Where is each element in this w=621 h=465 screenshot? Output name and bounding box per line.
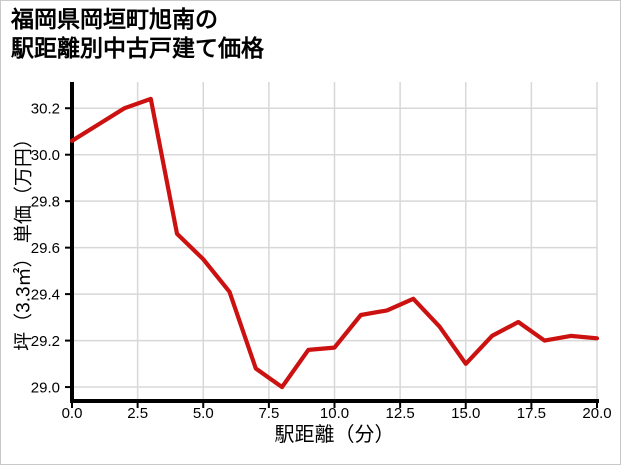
chart-title-line2: 駅距離別中古戸建て価格 (11, 35, 264, 61)
y-tick-label: 30.0 (31, 147, 60, 164)
x-tick-label: 10.0 (320, 405, 349, 422)
y-axis-label: 坪（3.3㎡） 単価（万円） (13, 129, 35, 351)
chart-title: 福岡県岡垣町旭南の 駅距離別中古戸建て価格 (11, 5, 264, 63)
price-line (69, 96, 600, 390)
y-tick-label: 29.2 (31, 333, 60, 350)
chart-title-line1: 福岡県岡垣町旭南の (11, 6, 218, 32)
y-tick-label: 29.8 (31, 194, 60, 211)
y-tick-label: 29.6 (31, 240, 60, 257)
x-axis-label: 駅距離（分） (274, 424, 395, 446)
x-tick-label: 2.5 (127, 405, 148, 422)
y-tick-label: 29.0 (31, 380, 60, 397)
x-tick-label: 0.0 (62, 405, 83, 422)
y-tick-label: 29.4 (31, 287, 60, 304)
x-tick-label: 15.0 (451, 405, 480, 422)
x-tick-label: 12.5 (386, 405, 415, 422)
x-tick-label: 7.5 (258, 405, 279, 422)
x-tick-label: 17.5 (517, 405, 546, 422)
x-tick-label: 5.0 (193, 405, 214, 422)
x-tick-label: 20.0 (582, 405, 611, 422)
y-tick-label: 30.2 (31, 101, 60, 118)
